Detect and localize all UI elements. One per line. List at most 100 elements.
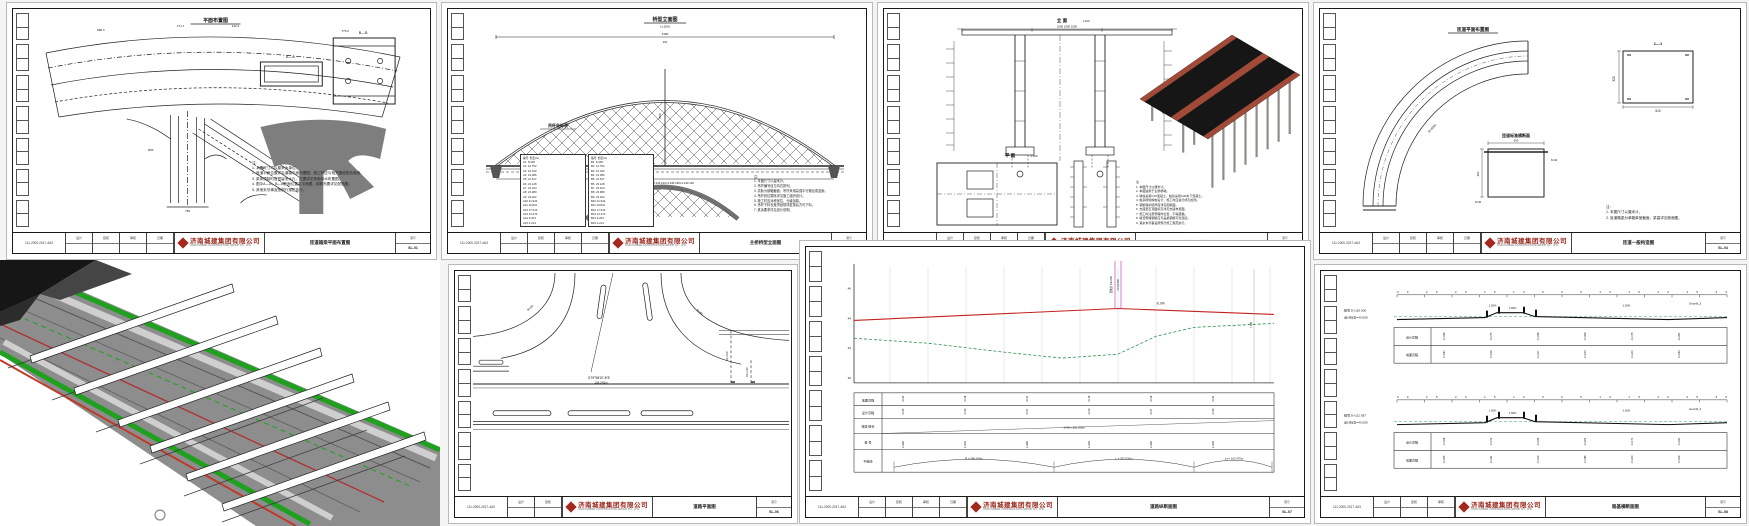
revision-strip	[458, 275, 471, 491]
company-name-en: JINAN URBAN CONSTRUCTION GROUP CO., LTD.	[578, 508, 640, 512]
titleblock-field: 审核	[1427, 233, 1454, 253]
title-block: 111-2000-2017-4A3 设计 复核 审核 日期 济南城建集团有限公司…	[806, 496, 1304, 517]
svg-text:44.248: 44.248	[1678, 455, 1681, 463]
company-name-en: JINAN URBAN CONSTRUCTION GROUP CO., LTD.	[625, 244, 687, 248]
sheet-number-label: 图号	[1270, 497, 1304, 508]
station-label: K0+100	[725, 351, 729, 361]
radius-label: R=60m	[1427, 123, 1437, 134]
company-name-cn: 济南城建集团有限公司	[1471, 502, 1541, 509]
svg-text:44.261: 44.261	[1678, 332, 1681, 340]
table-title: 吊杆坐标表	[548, 122, 568, 128]
drawing-number: 111-2000-2017-4A3	[455, 497, 508, 517]
company-name-en: JINAN URBAN CONSTRUCTION GROUP CO., LTD.	[983, 508, 1045, 512]
sheet-ramp-plan[interactable]: 平面布置图	[6, 2, 437, 260]
svg-text:44.248: 44.248	[1490, 350, 1493, 358]
sheet-number: SL-04	[1718, 246, 1728, 251]
bearing-text: S79°58′07.8″E	[588, 376, 611, 380]
svg-text:44.275: 44.275	[1490, 332, 1493, 340]
svg-text:44.18: 44.18	[1088, 395, 1091, 402]
svg-text:44.008: 44.008	[1584, 332, 1587, 340]
hanger-table-left: 编号 长度(m) A1 8.345 A2 12.752 A3 16.430 A4…	[520, 153, 586, 227]
cross-sections-drawing: 30 25 20 15 10 5 0 5 10 15 20 25 30 桩号 D…	[1344, 290, 1729, 469]
row-label: 平曲线	[863, 458, 872, 463]
drawing-number: 111-2000-2017-4A3	[1320, 233, 1373, 253]
tick-labels: 30 25 20 15 10 5 0 5 10 15 20 25 30	[1397, 290, 1727, 294]
sheet-title: 匝道一般构造图	[1622, 240, 1655, 245]
section-a-label: A—A	[286, 55, 295, 59]
axis-value: 42	[848, 346, 852, 350]
titleblock-field: 审核	[555, 233, 582, 253]
sheet-frame: S79°58′07.8″E 128.242m R=50 R=40 K0+100 …	[454, 270, 792, 518]
company-block: 济南城建集团有限公司 JINAN URBAN CONSTRUCTION GROU…	[609, 233, 700, 253]
svg-text:44.228: 44.228	[1443, 437, 1446, 445]
svg-text:44.221: 44.221	[1490, 455, 1493, 463]
sheet-road-profile[interactable]: 46 44 42 40 变坡点 K2+080 H=44.350 -0.9% 7.…	[799, 240, 1311, 524]
sheet-number-label: 图号	[757, 497, 791, 508]
revision-strip	[16, 13, 29, 227]
sheet-arch-elevation[interactable]: 桥型立面图 (1:200)	[441, 2, 873, 260]
slope-label: -0.9%	[1156, 302, 1165, 306]
field-label: 设计	[859, 497, 885, 508]
cross-section-2: 30 25 20 15 10 5 0 5 10 15 20 25 30 桩号 D…	[1344, 395, 1729, 469]
station-text: 桩号 D+112.957	[1344, 413, 1366, 418]
dim-text: 750	[185, 209, 190, 213]
slope-label: -1.50%	[1622, 304, 1631, 308]
titleblock-field: 日期	[1454, 233, 1481, 253]
titleblock-field: 复核	[1400, 233, 1427, 253]
svg-text:2+040: 2+040	[964, 440, 967, 448]
sheet-cross-sections[interactable]: 30 25 20 15 10 5 0 5 10 15 20 25 30 桩号 D…	[1314, 264, 1747, 524]
revision-strip	[887, 13, 900, 227]
title-block: 111-2000-2017-4A3 设计 复核 济南城建集团有限公司 JINAN…	[455, 496, 791, 517]
company-logo-icon	[565, 501, 577, 513]
field-label: 审核	[1428, 497, 1454, 508]
curve-text: Ls = 102.470m	[1225, 456, 1244, 460]
company-block: 济南城建集团有限公司 JINAN URBAN CONSTRUCTION GROU…	[562, 497, 653, 517]
dim-text: 142.2	[232, 24, 240, 28]
field-label: 日期	[940, 497, 966, 508]
titleblock-field: 日期	[940, 497, 967, 517]
field-label: 日期	[147, 233, 173, 244]
company-name-en: JINAN URBAN CONSTRUCTION GROUP CO., LTD.	[190, 244, 252, 248]
curve-text: L = 262.026m	[1116, 456, 1134, 460]
abutment-shadow	[0, 260, 96, 312]
sheet-ramp-curve[interactable]: 匝道平面布置图	[1313, 2, 1747, 260]
svg-text:44.253: 44.253	[1678, 350, 1681, 358]
deck-surface	[0, 260, 440, 526]
title-block: 111-2000-2017-4A3 设计 复核 审核 济南城建集团有限公司 JI…	[1321, 496, 1740, 517]
sheet-pier-details[interactable]: 立 面 1:100 平 面 1:100 1500 1500 1500	[877, 2, 1309, 260]
sheet-road-plan[interactable]: S79°58′07.8″E 128.242m R=50 R=40 K0+100 …	[448, 264, 798, 524]
slope-label: 1.50%	[1489, 304, 1497, 308]
geom-label: Geom9_3	[1689, 407, 1702, 411]
sheet-number-cell: 图号 SL-08	[1705, 497, 1740, 517]
row-label: 坡度/坡长	[861, 424, 874, 429]
drawing-number: 111-2000-2017-4A3	[13, 233, 66, 253]
ramp-plan-drawing: 平面布置图	[45, 17, 401, 214]
company-logo-icon	[177, 237, 189, 249]
field-label: 设计	[501, 233, 527, 244]
field-label: 设计	[66, 233, 92, 244]
titleblock-field: 复核	[93, 233, 120, 253]
slope-label: 1.50%	[1509, 306, 1517, 310]
grade-point-label: 变坡点 K2+080	[1109, 275, 1113, 293]
field-label: 审核	[120, 233, 146, 244]
level-text: 设计标高=43.000	[1344, 420, 1368, 425]
titleblock-field: 审核	[1428, 497, 1455, 517]
render-bridge-deck-3d[interactable]	[0, 260, 440, 526]
revision-strip	[1324, 275, 1337, 491]
sheet-title: 匝道箱梁平面布置图	[309, 240, 351, 245]
company-name-cn: 济南城建集团有限公司	[190, 238, 260, 245]
design-grade-line	[853, 307, 1275, 321]
sheet-title: 道路纵断面图	[1150, 504, 1177, 509]
row-label: 设计高程	[862, 410, 874, 415]
titleblock-field: 复核	[535, 497, 562, 517]
radius-label-left: R=50	[526, 304, 534, 312]
svg-text:2+160: 2+160	[1150, 440, 1153, 448]
pier-drawing: 立 面 1:100 平 面 1:100 1500 1500 1500	[936, 17, 1300, 228]
titleblock-field: 设计	[508, 497, 535, 517]
titleblock-field: 复核	[886, 497, 913, 517]
hanger-table-right: 编号 长度(m) B1 8.345 B2 12.752 B3 16.430 B4…	[588, 153, 654, 227]
plan-scale: 1:100	[1031, 154, 1038, 158]
row-label: 地面高程	[1406, 352, 1418, 357]
axis-value: 44	[848, 316, 852, 320]
svg-text:44.021: 44.021	[1584, 437, 1587, 445]
